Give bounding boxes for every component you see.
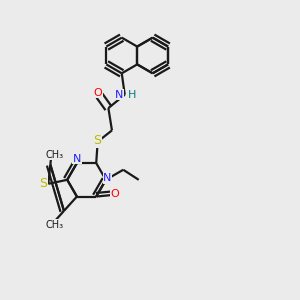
Text: O: O	[94, 88, 102, 98]
Text: S: S	[93, 134, 101, 147]
Text: H: H	[128, 90, 136, 100]
Text: N: N	[73, 154, 81, 164]
Text: CH₃: CH₃	[46, 150, 64, 160]
Text: CH₃: CH₃	[46, 220, 64, 230]
Text: S: S	[39, 177, 47, 190]
Text: N: N	[115, 90, 124, 100]
Text: N: N	[103, 173, 112, 183]
Text: O: O	[111, 189, 120, 199]
